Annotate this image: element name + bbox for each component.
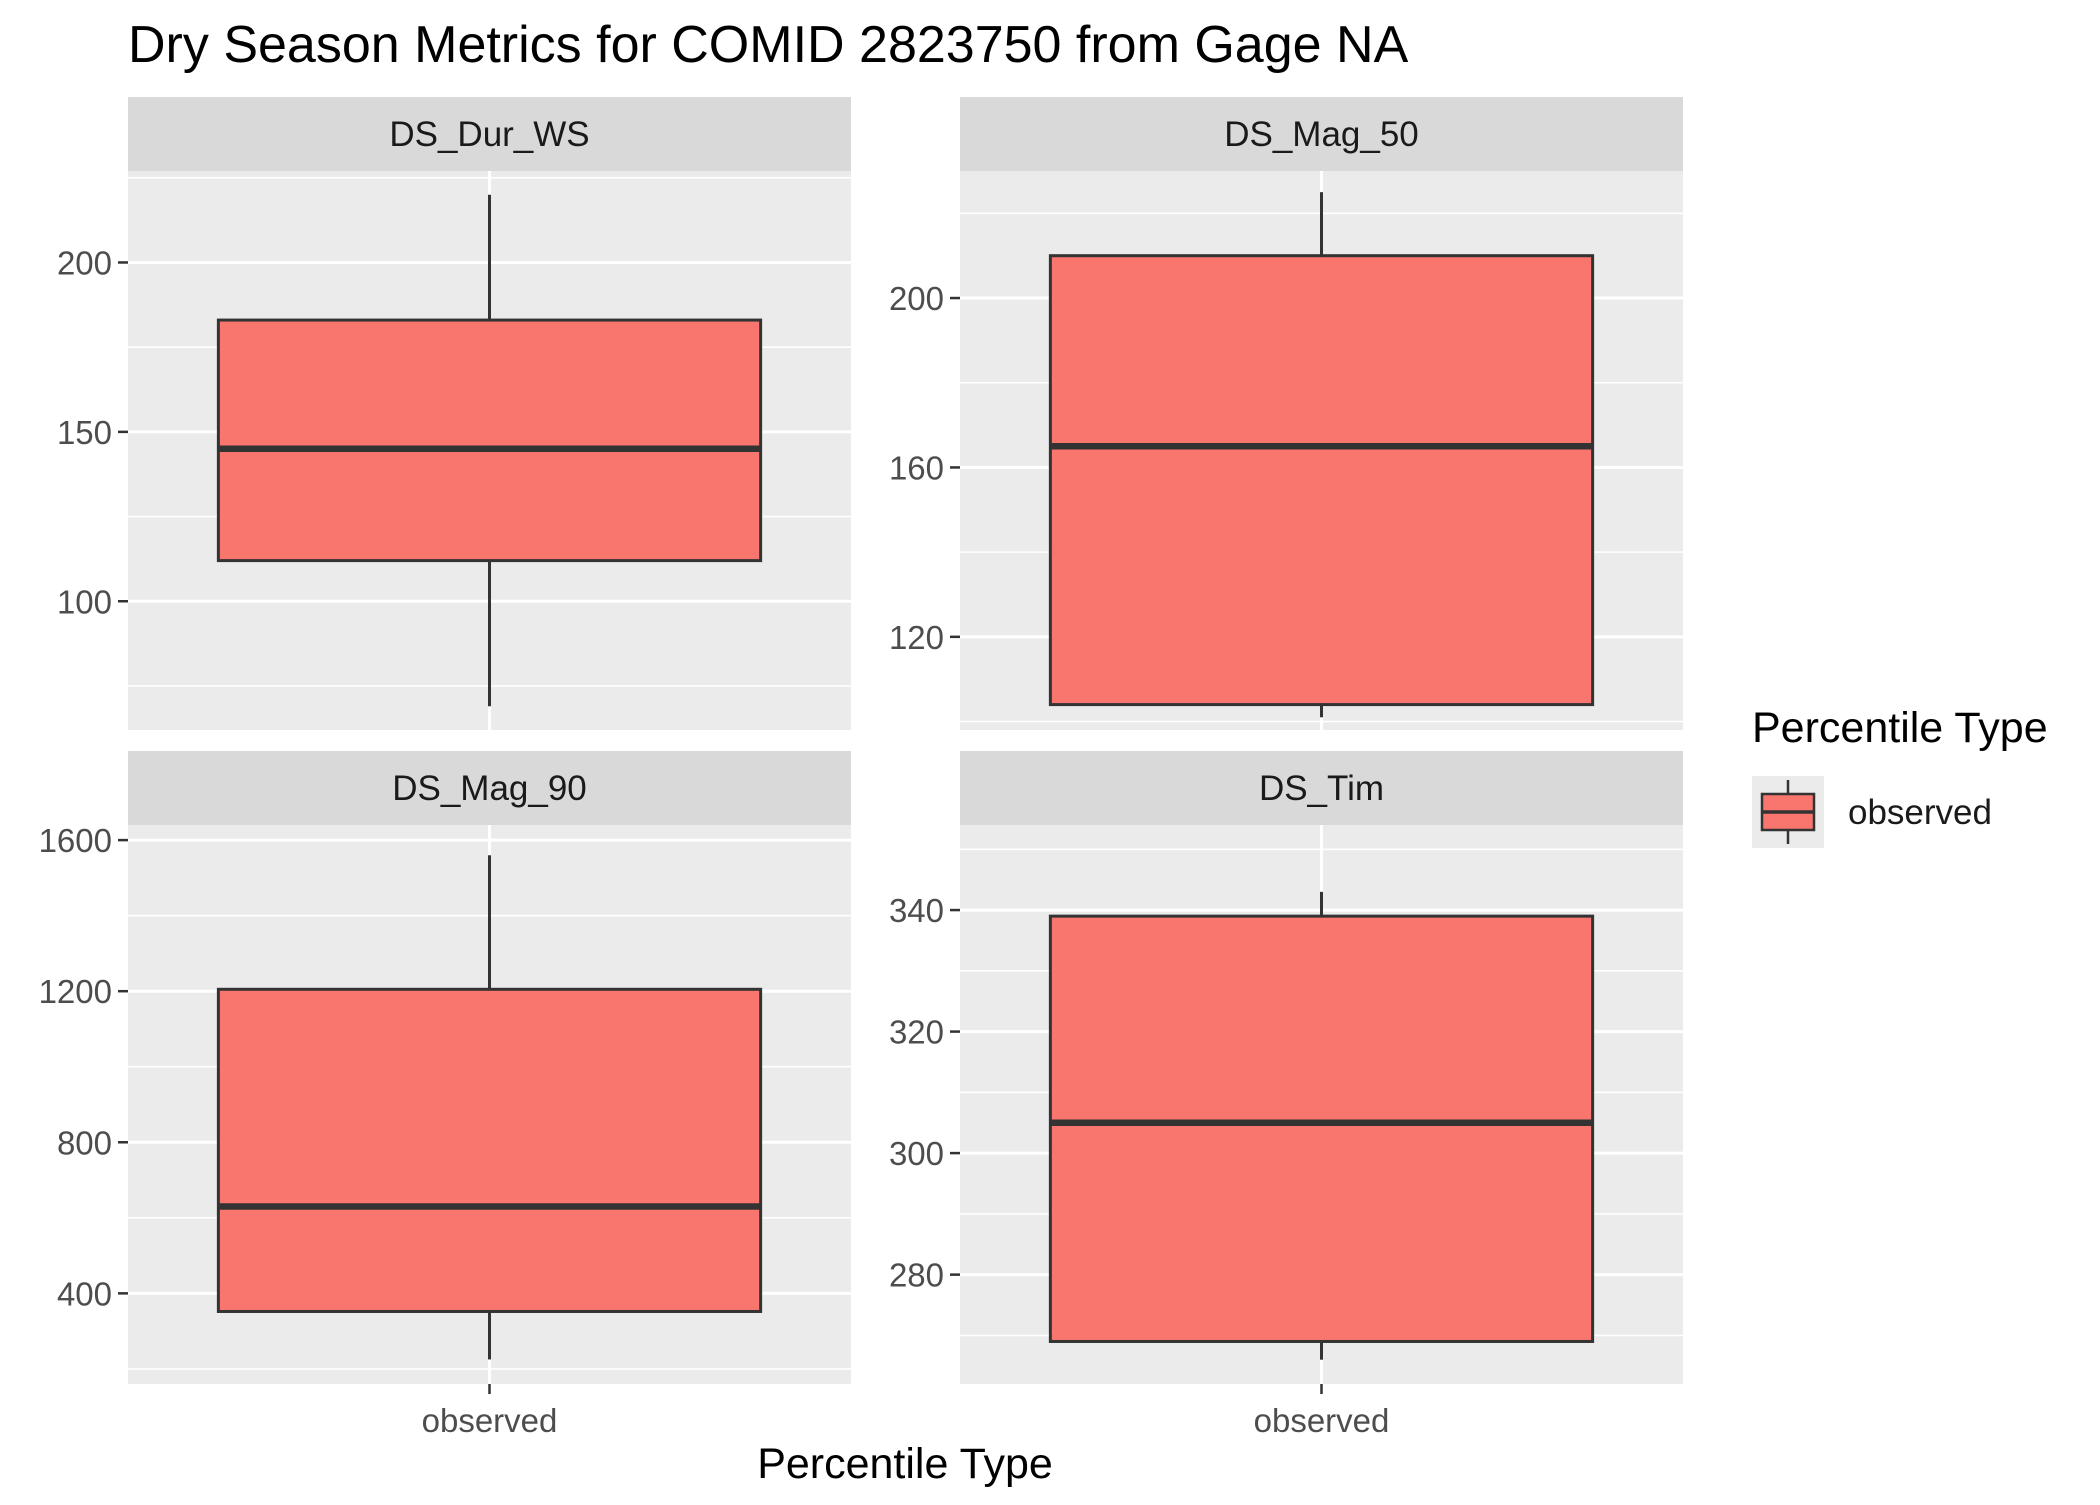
legend: Percentile Type observed (1752, 704, 2048, 848)
y-tick-label: 1200 (39, 973, 112, 1010)
y-tick-label: 150 (57, 414, 112, 451)
y-tick-label: 280 (889, 1257, 944, 1294)
facet-strip-label: DS_Mag_90 (392, 769, 587, 808)
y-tick-label: 340 (889, 892, 944, 929)
facet-strip (960, 97, 1683, 171)
box-iqr (216, 318, 763, 563)
facet-strip-label: DS_Mag_50 (1224, 115, 1419, 154)
x-tick-label: observed (1254, 1402, 1390, 1439)
legend-key (1752, 776, 1824, 848)
y-tick-label: 300 (889, 1135, 944, 1172)
facet-strip-label: DS_Dur_WS (389, 115, 589, 154)
facet-DS_Mag_50: DS_Mag_50 120 160 200 (889, 97, 1683, 730)
facet-strip (128, 97, 851, 171)
facet-DS_Dur_WS: DS_Dur_WS 100 150 200 (57, 97, 851, 730)
x-axis-title: Percentile Type (757, 1440, 1053, 1488)
y-tick-label: 120 (889, 619, 944, 656)
x-tick-label: observed (422, 1402, 558, 1439)
y-tick-label: 400 (57, 1275, 112, 1312)
box-iqr (1048, 914, 1595, 1343)
y-tick-label: 160 (889, 449, 944, 486)
facet-panels: DS_Dur_WS100150200DS_Mag_50120160200DS_M… (39, 97, 1683, 1439)
facet-strip (960, 751, 1683, 825)
y-tick-label: 200 (57, 244, 112, 281)
y-tick-label: 800 (57, 1124, 112, 1161)
chart-title: Dry Season Metrics for COMID 2823750 fro… (128, 16, 1409, 74)
legend-entry-label: observed (1848, 793, 1992, 832)
y-tick-label: 1600 (39, 822, 112, 859)
facet-strip (128, 751, 851, 825)
facet-strip-label: DS_Tim (1259, 769, 1384, 808)
y-tick-label: 200 (889, 280, 944, 317)
legend-title: Percentile Type (1752, 704, 2048, 752)
facet-DS_Tim: DS_Tim 280 300 320 340 observed (889, 751, 1683, 1439)
facet-DS_Mag_90: DS_Mag_90 400 800 1200 1600 observed (39, 751, 851, 1439)
box-iqr (216, 987, 763, 1313)
y-tick-label: 320 (889, 1014, 944, 1051)
y-tick-label: 100 (57, 583, 112, 620)
box-iqr (1048, 254, 1595, 707)
